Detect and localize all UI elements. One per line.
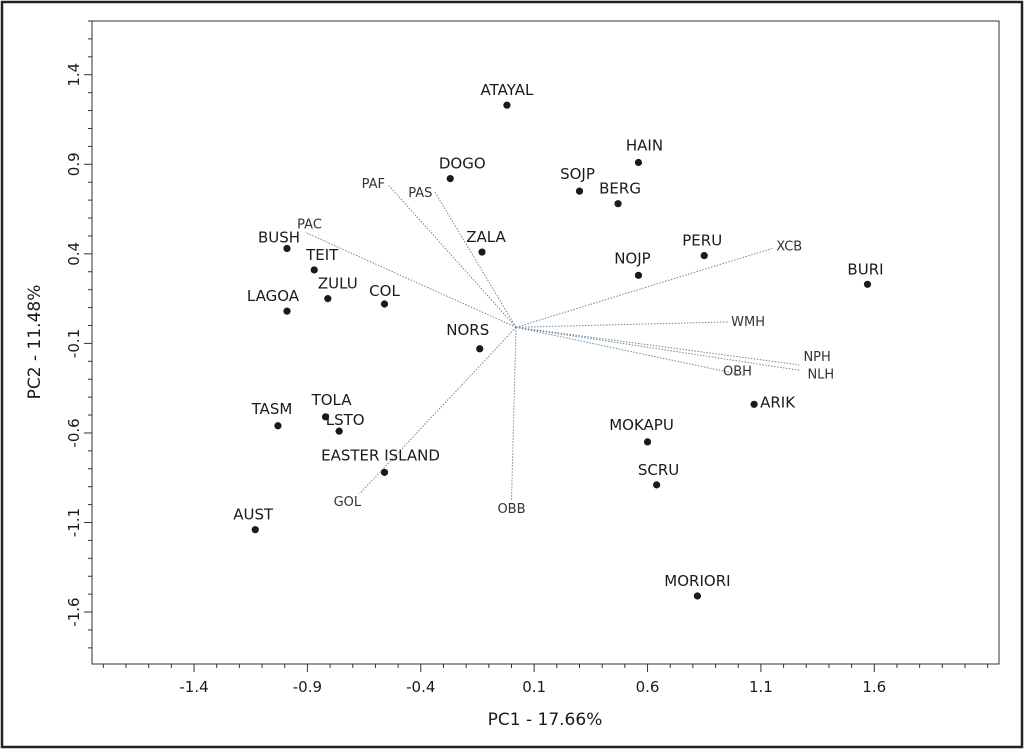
y-tick-label: 1.4 <box>65 63 83 87</box>
point-tola <box>321 413 330 421</box>
point-lsto <box>335 427 343 435</box>
point-lagoa <box>283 307 291 315</box>
point-label-berg: BERG <box>599 180 641 198</box>
point-label-easter-island: EASTER ISLAND <box>321 446 440 464</box>
point-label-sojp: SOJP <box>560 165 595 183</box>
point-label-nors: NORS <box>446 321 489 339</box>
x-axis-title: PC1 - 17.66% <box>488 710 603 730</box>
point-label-buri: BURI <box>847 260 883 278</box>
x-tick-label: -0.9 <box>293 678 322 696</box>
point-moriori <box>693 592 702 600</box>
point-sojp <box>575 187 584 195</box>
point-zulu <box>324 295 332 303</box>
point-scru <box>653 481 661 489</box>
y-tick-label: 0.9 <box>65 152 83 176</box>
vector-line-obb <box>510 327 517 502</box>
point-label-hain: HAIN <box>626 136 663 154</box>
x-tick-label: 1.1 <box>749 678 773 696</box>
x-tick-label: 0.6 <box>636 678 660 696</box>
point-nors <box>476 345 484 353</box>
y-axis-title: PC2 - 11.48% <box>25 285 45 400</box>
point-dogo <box>446 175 454 183</box>
vector-line-obh <box>515 326 746 377</box>
point-mokapu <box>643 438 652 446</box>
point-label-moriori: MORIORI <box>664 572 730 590</box>
point-label-zulu: ZULU <box>318 275 358 293</box>
point-aust <box>251 526 259 534</box>
vector-line-pas <box>433 190 517 328</box>
point-label-aust: AUST <box>233 506 274 524</box>
vector-label-obh: OBH <box>723 365 752 380</box>
y-tick-label: -1.1 <box>65 508 83 537</box>
point-label-tola: TOLA <box>311 391 353 409</box>
point-label-atayal: ATAYAL <box>481 81 534 99</box>
point-teit <box>310 266 318 274</box>
vector-line-gol <box>359 326 517 495</box>
vector-label-obb: OBB <box>497 502 525 517</box>
vector-label-pas: PAS <box>408 186 432 201</box>
point-label-dogo: DOGO <box>439 155 486 173</box>
point-nojp <box>634 271 643 279</box>
point-atayal <box>503 101 511 109</box>
plot-area-border <box>91 20 1000 665</box>
point-label-nojp: NOJP <box>614 249 651 267</box>
vector-label-pac: PAC <box>297 217 322 232</box>
point-bush <box>283 244 291 253</box>
point-label-peru: PERU <box>682 232 722 250</box>
vector-label-wmh: WMH <box>731 315 765 330</box>
vector-label-gol: GOL <box>334 495 362 510</box>
point-berg <box>614 200 622 208</box>
y-tick-label: 0.4 <box>65 242 83 266</box>
y-axis: 1.4 0.9 0.4 -0.1 -0.6 -1.1 -1.6 <box>65 20 92 649</box>
point-label-scru: SCRU <box>638 461 679 479</box>
vector-label-paf: PAF <box>362 177 385 192</box>
x-tick-label: 0.1 <box>522 678 546 696</box>
x-axis: -1.4 -0.9 -0.4 0.1 0.6 1.1 1.6 <box>102 664 989 696</box>
point-label-mokapu: MOKAPU <box>609 416 674 434</box>
point-peru <box>700 252 708 260</box>
point-label-zala: ZALA <box>466 228 506 246</box>
point-col <box>380 300 389 308</box>
point-label-lagoa: LAGOA <box>247 287 300 305</box>
loading-vectors: PAF PAS PAC XCB WMH NPH NLH OBH GOL OBB <box>297 177 834 517</box>
point-arik <box>750 400 758 408</box>
point-label-tasm: TASM <box>251 400 293 418</box>
x-tick-label: -1.4 <box>179 678 208 696</box>
vector-line-nph <box>515 326 800 366</box>
vector-line-xcb <box>515 247 773 328</box>
vector-label-nlh: NLH <box>807 367 834 382</box>
point-easter-island <box>380 468 389 476</box>
vector-line-pac <box>304 231 517 328</box>
x-tick-label: -0.4 <box>406 678 435 696</box>
point-hain <box>634 158 643 167</box>
y-tick-label: -1.6 <box>65 597 83 626</box>
point-buri <box>863 280 872 288</box>
vector-line-wmh <box>516 321 730 328</box>
vector-label-xcb: XCB <box>776 239 802 254</box>
point-label-lsto: LSTO <box>326 411 365 429</box>
vector-label-nph: NPH <box>803 350 830 365</box>
point-label-col: COL <box>369 282 400 300</box>
y-tick-label: -0.6 <box>65 418 83 447</box>
point-label-bush: BUSH <box>258 228 300 246</box>
point-label-arik: ARIK <box>760 393 796 411</box>
point-tasm <box>274 422 282 430</box>
y-tick-label: -0.1 <box>65 329 83 358</box>
x-tick-label: 1.6 <box>862 678 886 696</box>
point-zala <box>478 248 486 256</box>
point-label-teit: TEIT <box>305 246 339 264</box>
